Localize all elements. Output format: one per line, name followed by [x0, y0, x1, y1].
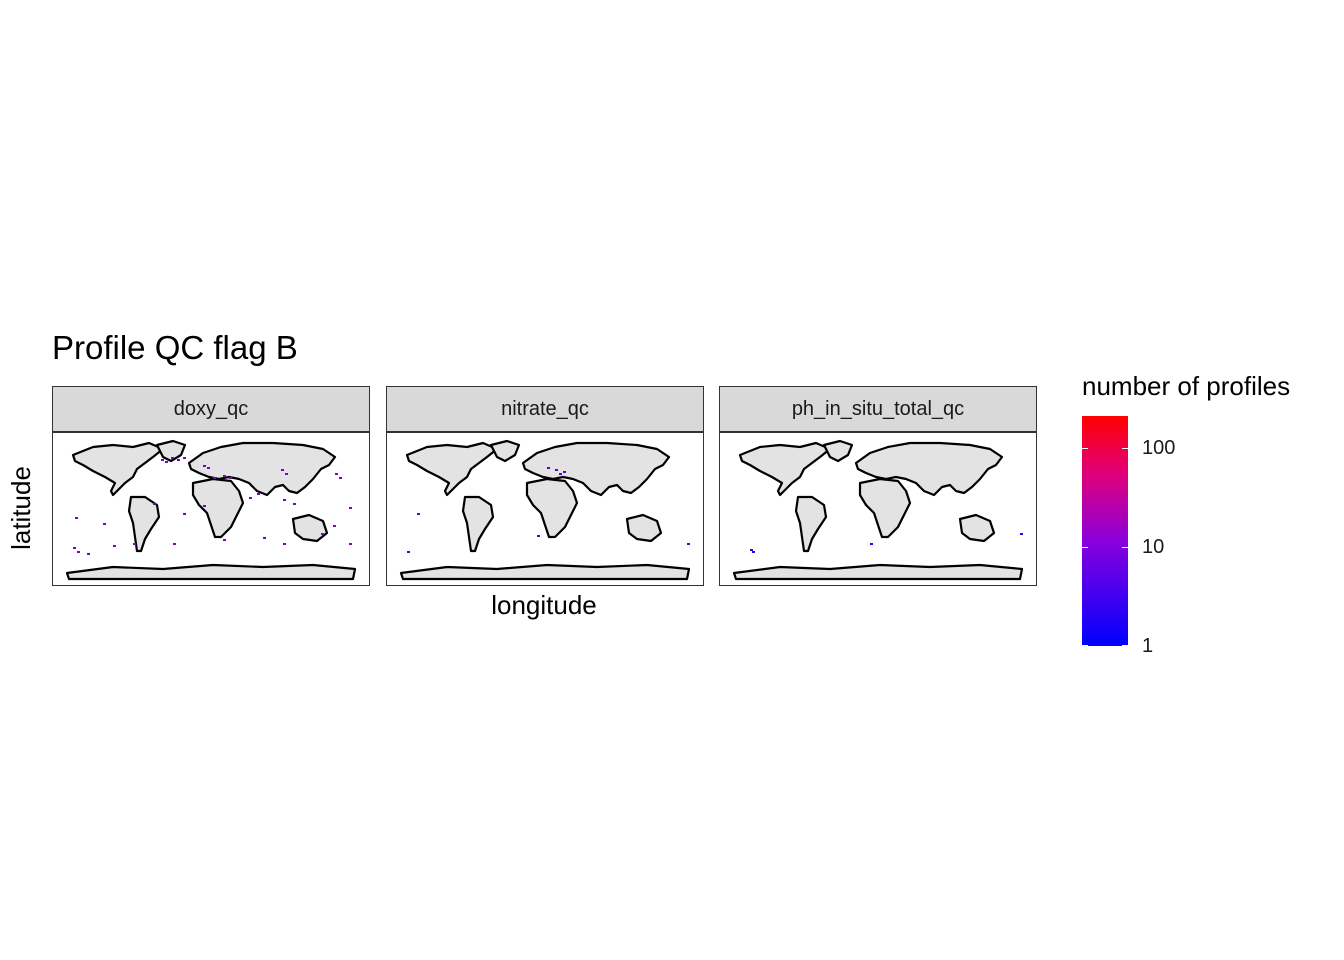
profile-cell [555, 469, 558, 471]
profile-cell [183, 513, 186, 515]
profile-cell [73, 547, 76, 549]
world-map [65, 439, 357, 581]
profile-cell [349, 507, 352, 509]
profile-cell [249, 497, 252, 499]
profile-cell [113, 545, 116, 547]
legend-tick [1122, 448, 1128, 449]
profile-cell [321, 533, 324, 535]
south-america-landmass [461, 495, 495, 553]
profile-cell [335, 473, 338, 475]
profile-cell [293, 503, 296, 505]
legend-tick [1082, 645, 1088, 646]
north-america-landmass [405, 441, 499, 497]
europe-asia-landmass [854, 441, 1004, 497]
profile-cell [223, 539, 226, 541]
profile-cell [153, 503, 156, 505]
australia-landmass [625, 513, 663, 543]
south-america-landmass [127, 495, 161, 553]
north-america-landmass [71, 441, 165, 497]
profile-cell [257, 493, 260, 495]
europe-asia-landmass [521, 441, 671, 497]
profile-cell [283, 499, 286, 501]
profile-cell [559, 473, 562, 475]
x-axis-label: longitude [491, 590, 597, 620]
profile-cell [283, 543, 286, 545]
map-panel-nitrate [386, 432, 704, 586]
profile-cell [161, 459, 164, 461]
profile-cell [537, 535, 540, 537]
legend-tick [1082, 547, 1088, 548]
antarctica-landmass [65, 563, 357, 581]
profile-cell [165, 461, 168, 463]
y-axis-label: latitude [6, 466, 36, 550]
plot-title: Profile QC flag B [52, 329, 298, 366]
profile-cell [407, 551, 410, 553]
profile-cell [339, 477, 342, 479]
profile-cell [177, 459, 180, 461]
profile-cell [183, 457, 186, 459]
profile-cell [285, 473, 288, 475]
profile-cell [349, 543, 352, 545]
profile-cell [750, 549, 753, 551]
profile-cell [1020, 533, 1023, 535]
legend-colorbar [1082, 416, 1128, 646]
profile-cell [171, 457, 174, 459]
australia-landmass [291, 513, 329, 543]
legend-tick-label: 10 [1142, 536, 1165, 558]
profile-cell [133, 543, 136, 545]
profile-cell [87, 553, 90, 555]
australia-landmass [958, 513, 996, 543]
legend-tick [1122, 645, 1128, 646]
antarctica-landmass [732, 563, 1024, 581]
profile-cell [229, 477, 232, 479]
profile-cell [333, 525, 336, 527]
facet-label: ph_in_situ_total_qc [791, 397, 965, 420]
profile-cell [213, 477, 216, 479]
greenland-landmass [489, 439, 521, 463]
map-panel-ph [719, 432, 1037, 586]
profile-cell [223, 475, 226, 477]
profile-cell [75, 517, 78, 519]
facet-label: doxy_qc [173, 397, 249, 420]
world-map [399, 439, 691, 581]
profile-cell [103, 523, 106, 525]
legend-tick [1082, 448, 1088, 449]
profile-cell [203, 465, 206, 467]
profile-cell [281, 469, 284, 471]
south-america-landmass [794, 495, 828, 553]
legend-tick-label: 100 [1142, 437, 1176, 459]
africa-landmass [858, 477, 912, 539]
facet-strip-nitrate: nitrate_qc [386, 386, 704, 432]
africa-landmass [191, 477, 245, 539]
facet-strip-ph: ph_in_situ_total_qc [719, 386, 1037, 432]
profile-cell [203, 505, 206, 507]
africa-landmass [525, 477, 579, 539]
profile-cell [417, 513, 420, 515]
profile-cell [547, 467, 550, 469]
map-panel-doxy [52, 432, 370, 586]
legend-tick-label: 1 [1142, 635, 1154, 657]
facet-strip-doxy: doxy_qc [52, 386, 370, 432]
greenland-landmass [155, 439, 187, 463]
legend-title: number of profiles [1082, 371, 1291, 401]
antarctica-landmass [399, 563, 691, 581]
profile-cell [77, 551, 80, 553]
profile-cell [263, 537, 266, 539]
europe-asia-landmass [187, 441, 337, 497]
profile-cell [752, 551, 755, 553]
facet-label: nitrate_qc [501, 397, 589, 420]
profile-cell [870, 543, 873, 545]
profile-cell [563, 471, 566, 473]
north-america-landmass [738, 441, 832, 497]
profile-cell [687, 543, 690, 545]
profile-cell [173, 543, 176, 545]
greenland-landmass [822, 439, 854, 463]
legend-tick [1122, 547, 1128, 548]
profile-cell [207, 467, 210, 469]
world-map [732, 439, 1024, 581]
